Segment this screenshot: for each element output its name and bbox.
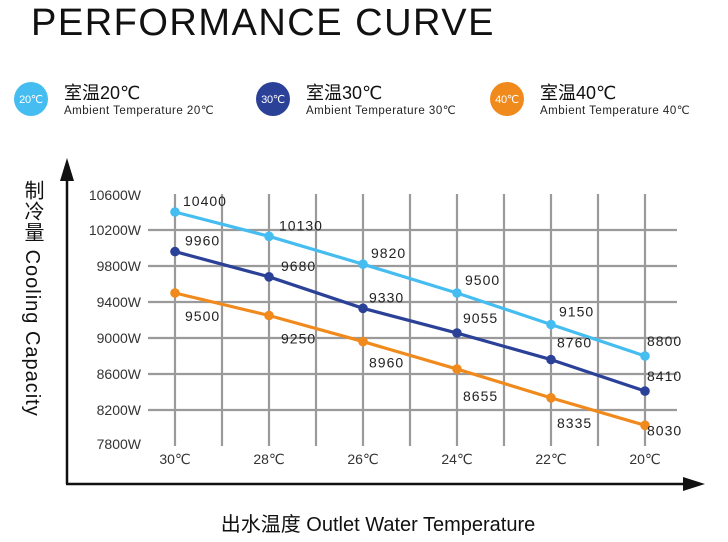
data-label: 9500 xyxy=(185,308,220,324)
data-label: 8760 xyxy=(557,335,592,351)
legend-label-cn-40: 室温40℃ xyxy=(540,83,617,103)
y-tick-label: 9800W xyxy=(97,258,142,274)
legend-badge-20: 20℃ xyxy=(14,82,48,116)
x-tick-label: 26℃ xyxy=(347,451,378,467)
data-label: 9250 xyxy=(281,331,316,347)
data-point xyxy=(264,272,274,282)
data-point xyxy=(452,328,462,338)
data-label: 9960 xyxy=(185,233,220,249)
legend-label-en-20: Ambient Temperature 20℃ xyxy=(64,105,215,117)
data-label: 9330 xyxy=(369,289,404,305)
data-point xyxy=(170,246,180,257)
chart-title: PERFORMANCE CURVE xyxy=(31,2,495,44)
data-label: 9055 xyxy=(463,310,498,326)
data-point xyxy=(640,420,650,431)
data-label: 8030 xyxy=(647,422,682,438)
data-label: 8410 xyxy=(647,368,682,384)
data-point xyxy=(358,259,368,270)
y-tick-label: 10200W xyxy=(89,222,142,238)
legend-badge-30: 30℃ xyxy=(256,82,290,116)
data-point xyxy=(452,364,462,374)
series-line xyxy=(174,250,646,393)
x-tick-label: 20℃ xyxy=(629,451,660,467)
data-labels: 10400 10130 9820 9500 9150 8800 9960 9680 9330 90… xyxy=(183,193,682,438)
data-label: 8335 xyxy=(557,415,592,431)
y-axis-title-cn: 制冷量 xyxy=(21,180,43,243)
data-point xyxy=(170,288,180,298)
x-tick-label: 28℃ xyxy=(253,451,284,467)
data-label: 9820 xyxy=(371,245,406,261)
data-point xyxy=(546,393,556,403)
legend-label-cn-20: 室温20℃ xyxy=(64,83,141,103)
data-point xyxy=(640,351,650,361)
y-axis-title-en: Cooling Capacity xyxy=(21,249,43,417)
legend-label-cn-30: 室温30℃ xyxy=(306,83,383,103)
data-point xyxy=(452,288,462,298)
axes xyxy=(60,158,705,491)
data-label: 9680 xyxy=(281,258,316,274)
x-tick-label: 24℃ xyxy=(441,451,472,467)
data-label: 8655 xyxy=(463,388,498,404)
legend-label-en-40: Ambient Temperature 40℃ xyxy=(540,105,691,117)
y-tick-label: 9400W xyxy=(97,294,142,310)
legend-badge-40: 40℃ xyxy=(490,82,524,116)
y-tick-labels: 10600W 10200W 9800W 9400W 9000W 8600W 8200W 780… xyxy=(89,187,142,452)
data-label: 9500 xyxy=(465,272,500,288)
y-tick-label: 7800W xyxy=(97,436,142,452)
series-line xyxy=(174,210,646,358)
data-label: 8800 xyxy=(647,333,682,349)
data-label: 10130 xyxy=(279,217,323,233)
x-tick-label: 22℃ xyxy=(535,451,566,467)
data-point xyxy=(546,319,556,330)
data-point xyxy=(170,207,180,217)
x-axis-arrow-icon xyxy=(683,477,705,491)
data-point xyxy=(358,336,368,347)
y-tick-label: 9000W xyxy=(97,330,142,346)
data-label: 8960 xyxy=(369,355,404,371)
y-tick-label: 10600W xyxy=(89,187,142,203)
series-layer xyxy=(170,207,650,431)
data-point xyxy=(640,386,650,396)
data-point xyxy=(264,231,274,242)
x-tick-label: 30℃ xyxy=(159,451,190,467)
data-point xyxy=(264,310,274,321)
y-axis-title: 制冷量 Cooling Capacity xyxy=(18,180,47,417)
x-tick-labels: 30℃ 28℃ 26℃ 24℃ 22℃ 20℃ xyxy=(159,451,660,467)
y-axis-arrow-icon xyxy=(60,158,74,181)
y-tick-label: 8600W xyxy=(97,366,142,382)
series-line xyxy=(174,291,646,427)
y-tick-label: 8200W xyxy=(97,402,142,418)
data-point xyxy=(358,303,368,314)
data-label: 9150 xyxy=(559,304,594,320)
data-point xyxy=(546,354,556,365)
data-label: 10400 xyxy=(183,193,227,209)
x-axis-title: 出水温度 Outlet Water Temperature xyxy=(220,514,536,536)
legend-label-en-30: Ambient Temperature 30℃ xyxy=(306,105,457,117)
